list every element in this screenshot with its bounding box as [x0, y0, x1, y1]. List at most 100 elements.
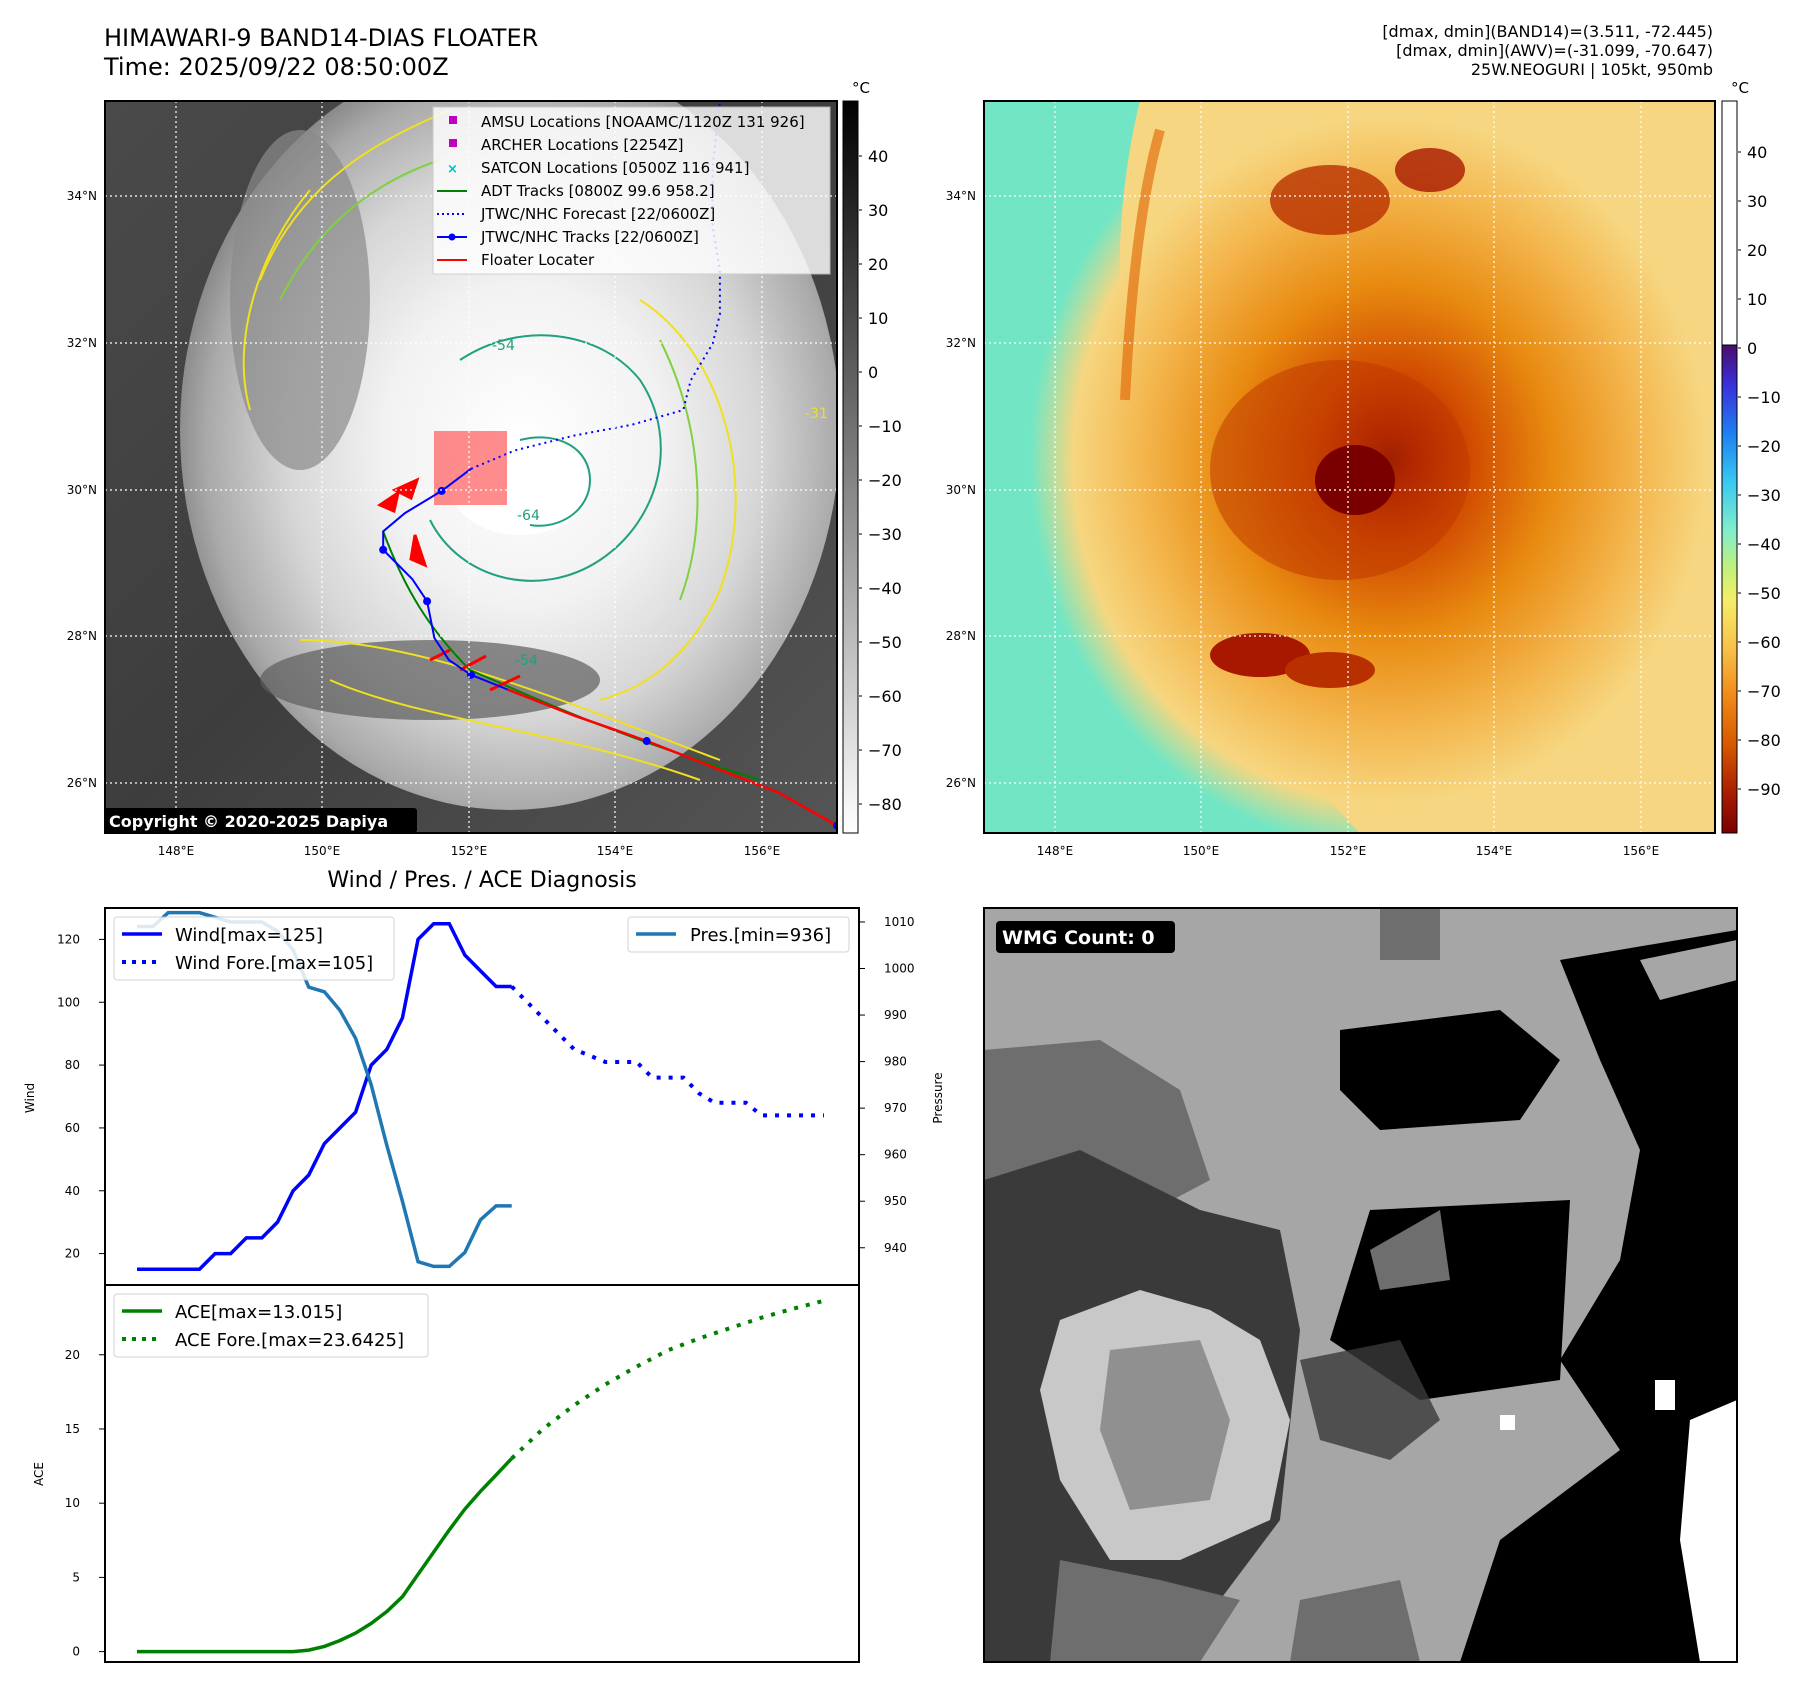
wind-forecast-line — [510, 985, 824, 1118]
wmg-count-badge — [996, 921, 1175, 953]
axis-tick-label: 960 — [884, 1148, 907, 1162]
legend-adt-label: ADT Tracks [0800Z 99.6 958.2] — [481, 182, 715, 200]
axis-tick-label: 100 — [57, 995, 80, 1009]
colorbar-tick-label: 30 — [868, 201, 888, 220]
legend-pres-label: Pres.[min=936] — [690, 925, 831, 946]
contour-label: -64 — [517, 508, 540, 524]
lon-tick: 148°E — [158, 844, 195, 858]
axis-tick-label: 60 — [65, 1121, 80, 1135]
info-line-3: 25W.NEOGURI | 105kt, 950mb — [1470, 60, 1713, 79]
legend-satcon-marker: × — [447, 162, 458, 177]
axis-tick-label: 10 — [65, 1496, 80, 1510]
ir-gridlines — [105, 101, 837, 833]
colorbar-tick-label: 0 — [1747, 339, 1757, 358]
colorbar-tick-label: −20 — [1747, 437, 1781, 456]
legend-forecast-label: JTWC/NHC Forecast [22/0600Z] — [480, 205, 715, 223]
colorbar-tick-label: −80 — [1747, 731, 1781, 750]
axis-tick-label: 970 — [884, 1101, 907, 1115]
ir-map-image: -54 -64 -54 -31 — [105, 101, 837, 833]
legend-archer-label: ARCHER Locations [2254Z] — [481, 136, 684, 154]
colorbar-tick-label: −70 — [1747, 682, 1781, 701]
ir-map-frame — [104, 100, 838, 834]
colorbar-tick-label: 10 — [1747, 290, 1767, 309]
colorbar-tick-label: 20 — [868, 255, 888, 274]
figure-title: HIMAWARI-9 BAND14-DIAS FLOATER Time: 202… — [104, 24, 538, 82]
legend-ace-label: ACE[max=13.015] — [175, 1302, 342, 1323]
lon-tick: 150°E — [304, 844, 341, 858]
copyright-badge — [104, 808, 417, 833]
awv-lon-labels: 148°E 150°E 152°E 154°E 156°E — [1037, 844, 1660, 858]
copyright-text: Copyright © 2020-2025 Dapiya — [109, 812, 388, 831]
colorbar-tick-label: −20 — [868, 471, 902, 490]
colorbar-tick-label: 0 — [868, 363, 878, 382]
axis-tick-label: 80 — [65, 1058, 80, 1072]
floater-locater-line — [507, 688, 837, 827]
colorbar-tick-label: 10 — [868, 309, 888, 328]
colorbar-tick-label: 40 — [1747, 143, 1767, 162]
legend-archer-marker — [449, 139, 457, 147]
colorbar-tick-label: 40 — [868, 147, 888, 166]
lon-tick: 154°E — [1476, 844, 1513, 858]
axis-tick-label: 15 — [65, 1422, 80, 1436]
info-line-1: [dmax, dmin](BAND14)=(3.511, -72.445) — [1382, 22, 1713, 41]
awv-map-frame — [983, 100, 1716, 834]
lon-tick: 152°E — [1330, 844, 1367, 858]
colorbar-tick-label: −90 — [1747, 780, 1781, 799]
legend-wind-fore-label: Wind Fore.[max=105] — [175, 953, 373, 974]
colorbar-tick-label: −50 — [1747, 584, 1781, 603]
pressure-legend: Pres.[min=936] — [627, 916, 850, 953]
axis-tick-label: 940 — [884, 1241, 907, 1255]
lat-tick: 30°N — [67, 483, 97, 497]
ir-colorbar-unit: °C — [852, 79, 870, 97]
ace-axis-label: ACE — [32, 1462, 46, 1486]
axis-tick-label: 40 — [65, 1184, 80, 1198]
lon-tick: 154°E — [597, 844, 634, 858]
legend-amsu-marker — [449, 116, 457, 124]
contour-label: -54 — [492, 338, 515, 354]
track-point — [642, 737, 651, 746]
title-line-1: HIMAWARI-9 BAND14-DIAS FLOATER — [104, 24, 539, 52]
axis-tick-label: 990 — [884, 1008, 907, 1022]
wmg-count-text: WMG Count: 0 — [1002, 927, 1155, 949]
lat-tick: 34°N — [946, 189, 976, 203]
legend-floater-label: Floater Locater — [481, 251, 595, 269]
colorbar-tick-label: −30 — [868, 525, 902, 544]
lon-tick: 148°E — [1037, 844, 1074, 858]
legend-satcon-label: SATCON Locations [0500Z 116 941] — [481, 159, 749, 177]
lat-tick: 34°N — [67, 189, 97, 203]
ir-lon-labels: 148°E 150°E 152°E 154°E 156°E — [158, 844, 781, 858]
ace-forecast-line — [510, 1298, 825, 1460]
colorbar-tick-label: −60 — [868, 687, 902, 706]
ir-legend: AMSU Locations [NOAAMC/1120Z 131 926] AR… — [432, 106, 831, 275]
ace-series-line — [137, 1457, 514, 1654]
colorbar-tick-label: 30 — [1747, 192, 1767, 211]
lat-tick: 28°N — [946, 629, 976, 643]
colorbar-tick-label: −10 — [868, 417, 902, 436]
axis-tick-label: 5 — [72, 1570, 80, 1584]
wmg-frame — [983, 907, 1738, 1663]
awv-lat-labels: 34°N 32°N 30°N 28°N 26°N — [946, 189, 976, 790]
info-line-2: [dmax, dmin](AWV)=(-31.099, -70.647) — [1396, 41, 1713, 60]
lon-tick: 156°E — [1623, 844, 1660, 858]
colorbar-tick-label: 20 — [1747, 241, 1767, 260]
lat-tick: 32°N — [67, 336, 97, 350]
lat-tick: 28°N — [67, 629, 97, 643]
colorbar-tick-label: −10 — [1747, 388, 1781, 407]
axis-tick-label: 950 — [884, 1194, 907, 1208]
track-point — [437, 486, 446, 495]
colorbar-tick-label: −60 — [1747, 633, 1781, 652]
awv-gridlines — [984, 101, 1715, 833]
wind-legend: Wind[max=125] Wind Fore.[max=105] — [113, 916, 395, 981]
ir-colorbar: °C 40 30 20 10 0 −10 −20 −30 −40 −50 −60 −70 −80 — [842, 79, 902, 834]
axis-tick-label: 980 — [884, 1055, 907, 1069]
colorbar-tick-label: −30 — [1747, 486, 1781, 505]
wind-series-line — [137, 921, 512, 1272]
wmg-image — [984, 908, 1737, 1662]
colorbar-tick-label: −40 — [1747, 535, 1781, 554]
contour-label: -31 — [805, 406, 828, 422]
track-point — [467, 670, 475, 679]
axis-tick-label: 20 — [65, 1247, 80, 1261]
axis-tick-label: 0 — [72, 1645, 80, 1659]
lat-tick: 30°N — [946, 483, 976, 497]
